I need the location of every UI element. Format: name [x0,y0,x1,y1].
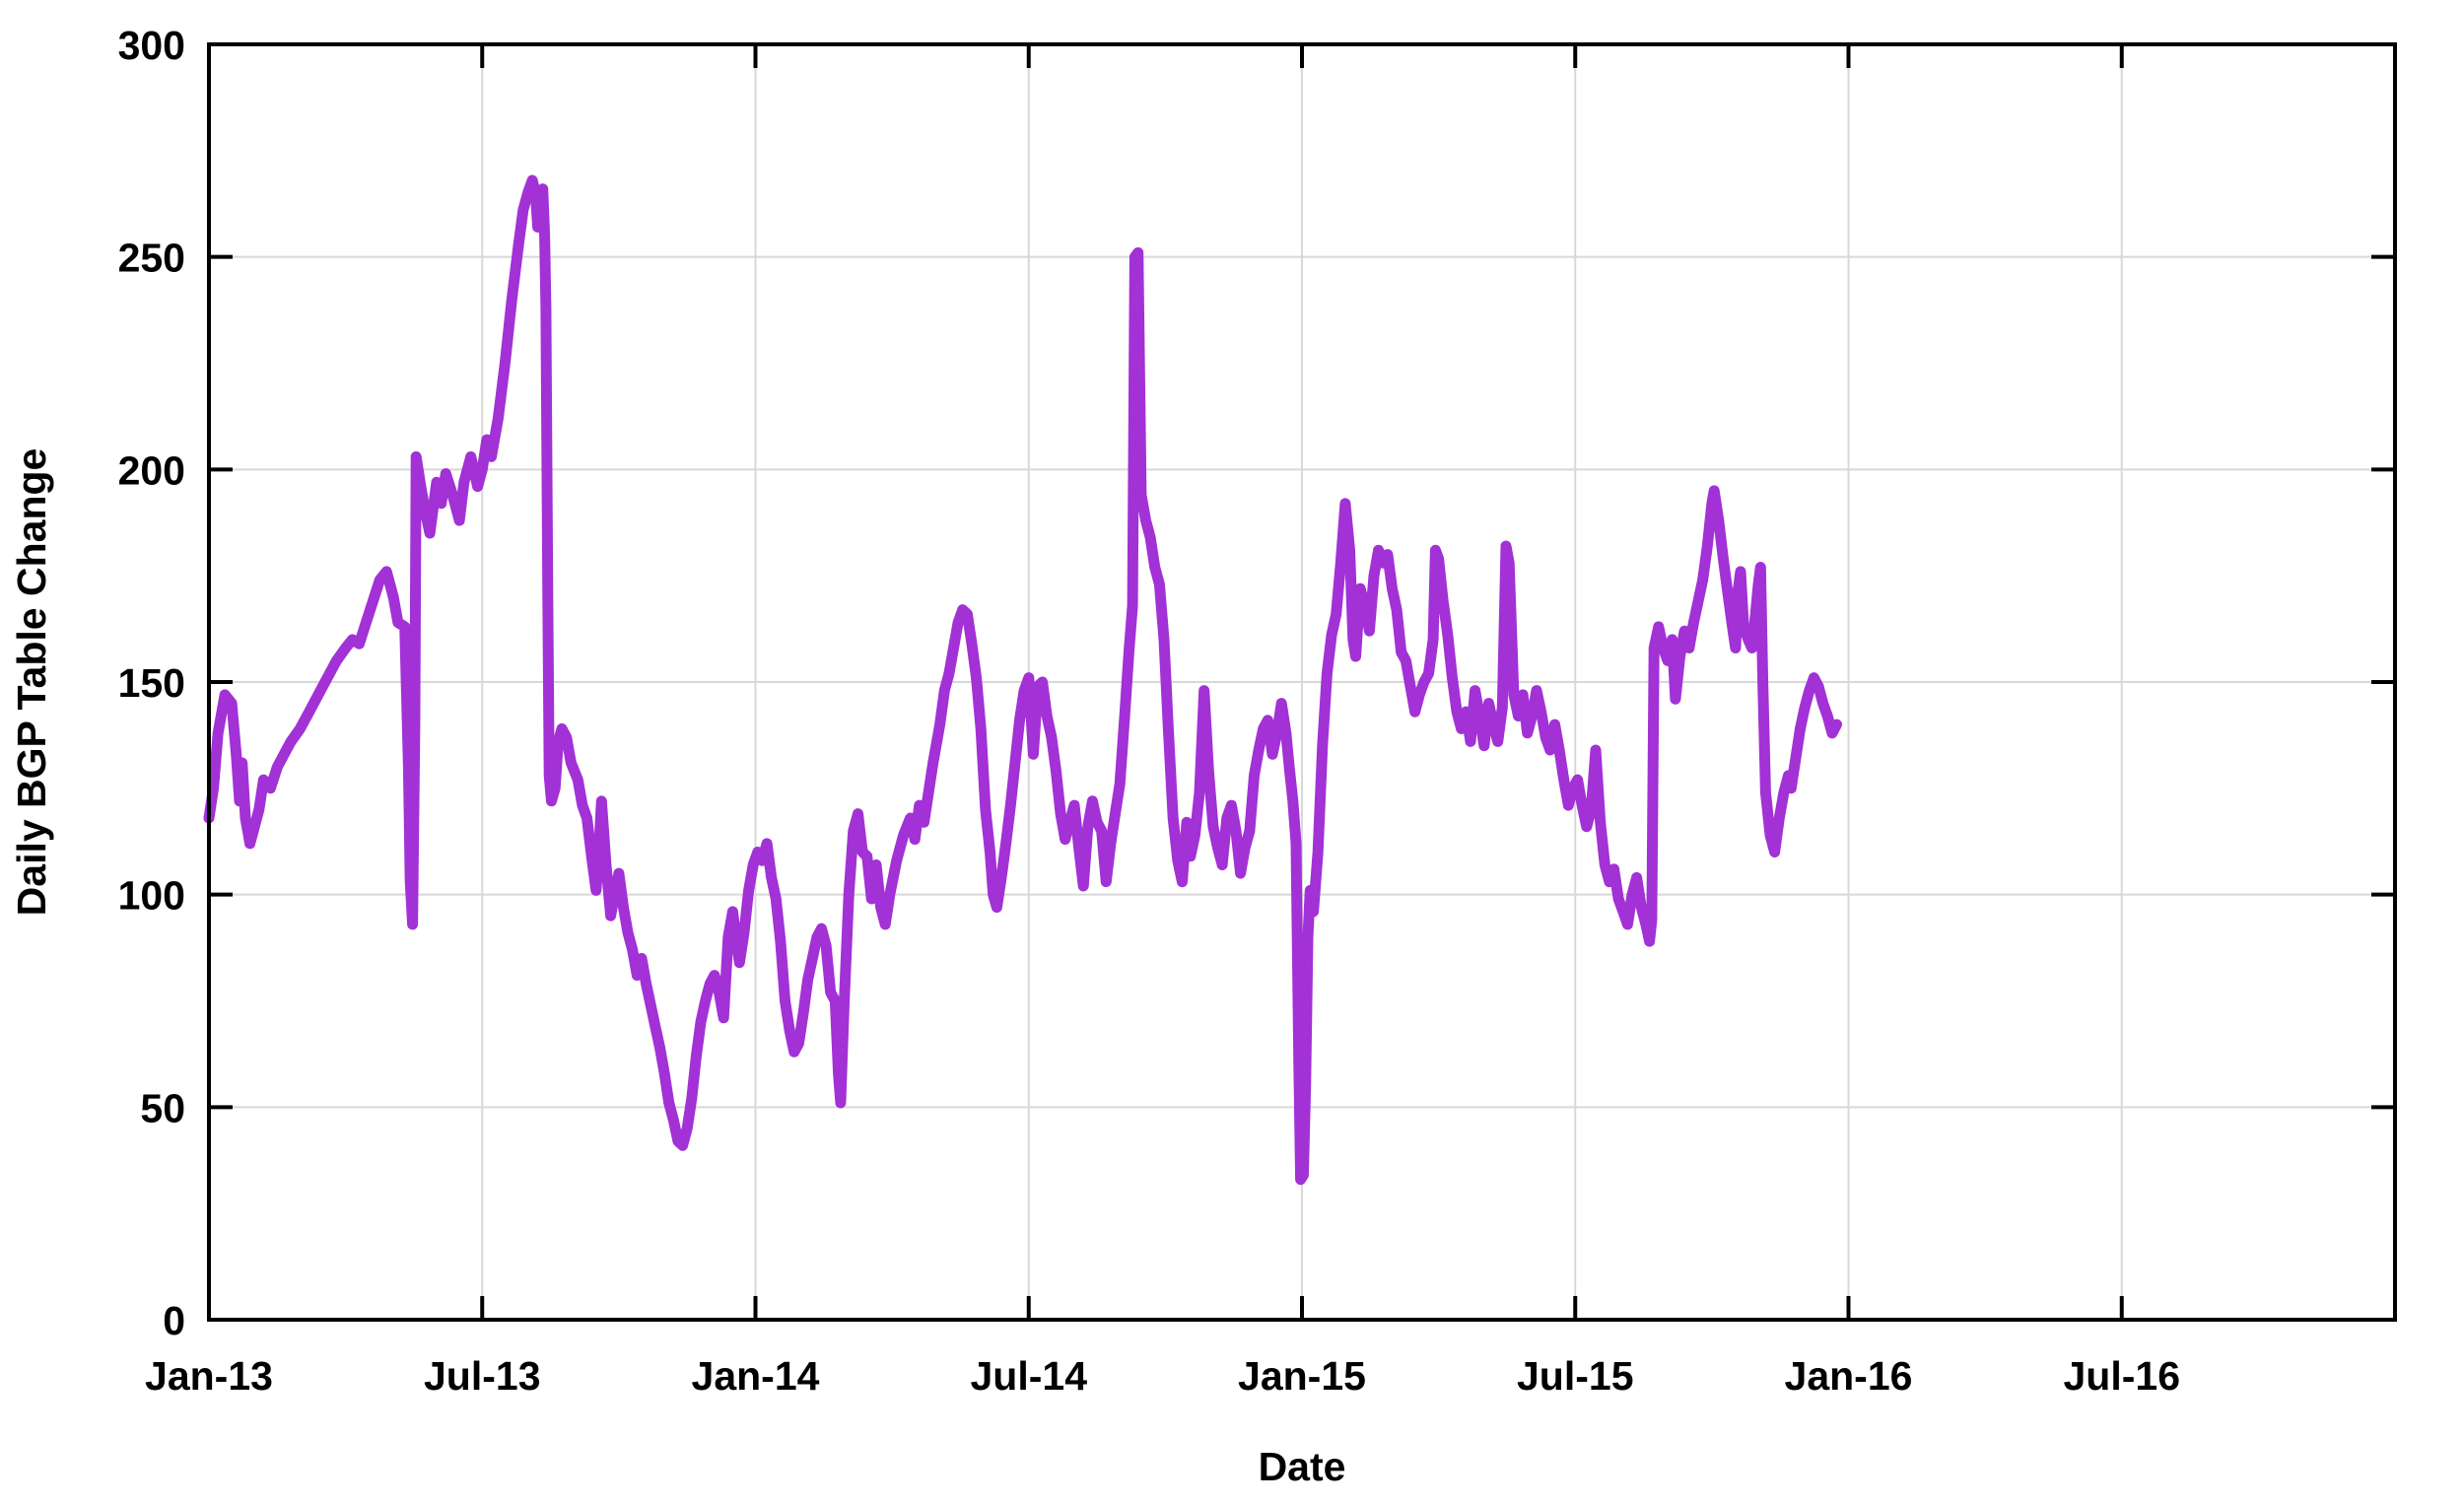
x-tick-label-Jul-16: Jul-16 [2064,1353,2181,1399]
x-tick-label-Jul-13: Jul-13 [424,1353,541,1399]
x-tick-label-Jan-15: Jan-15 [1238,1353,1366,1399]
bgp-series-line [203,174,1842,1186]
y-tick-label-300: 300 [118,23,185,68]
x-axis-label: Date [1259,1444,1346,1489]
x-tick-label-Jan-14: Jan-14 [692,1353,820,1399]
y-tick-label-250: 250 [118,236,185,281]
tick-marks [209,42,2395,1322]
y-tick-label-200: 200 [118,447,185,493]
x-tick-label-Jul-15: Jul-15 [1517,1353,1634,1399]
y-tick-label-0: 0 [163,1298,185,1343]
x-tick-label-Jan-13: Jan-13 [145,1353,273,1399]
y-axis-label: Daily BGP Table Change [9,448,54,917]
y-tick-label-100: 100 [118,873,185,919]
data-series-group [203,174,1842,1186]
tick-labels: 0 50 100 150 200 250 300 Jan-13 Jul-13 Jan-14 Jul-… [118,23,2180,1399]
x-tick-label-Jul-14: Jul-14 [971,1353,1088,1399]
grid-lines [209,44,2395,1320]
x-tick-label-Jan-16: Jan-16 [1785,1353,1913,1399]
y-tick-label-150: 150 [118,660,185,706]
y-tick-label-50: 50 [140,1085,185,1130]
